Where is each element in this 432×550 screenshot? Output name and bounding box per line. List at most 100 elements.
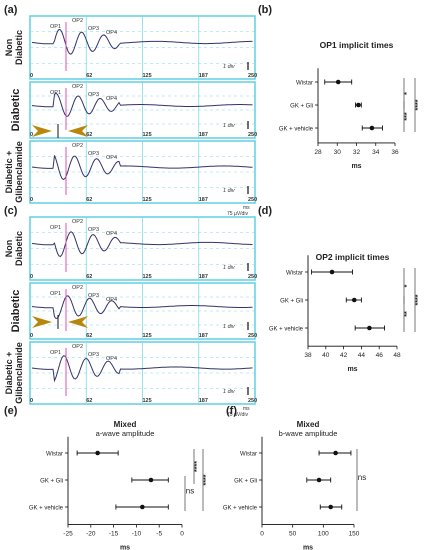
erg-x-tick: 62: [86, 274, 92, 280]
panel-label-f: (f): [226, 405, 237, 417]
arrow-left-icon: [68, 316, 88, 328]
erg-x-tick: 0: [30, 73, 33, 79]
significance-label: ****: [415, 294, 422, 305]
erg-x-tick: 62: [86, 132, 92, 138]
peak-label-op1: OP1: [50, 350, 61, 356]
erg-x-tick: 125: [143, 197, 152, 203]
significance-label: ns: [358, 473, 366, 482]
erg-x-tick: 187: [199, 274, 208, 280]
data-point: [148, 477, 154, 483]
data-point: [316, 477, 322, 483]
x-tick-label: 34: [372, 149, 380, 156]
erg-x-tick: 250: [248, 333, 257, 339]
peak-label-op1: OP1: [50, 225, 61, 231]
erg-units-uv: 75 µV/div: [227, 211, 248, 217]
category-label: GK + Gli: [280, 299, 303, 305]
row-label: Diabetic: [14, 231, 24, 266]
erg-panel: OP1 OP2 OP3 OP4 0 62 125 187 250 1 div Non Diabetic: [4, 15, 257, 80]
chart-title: OP2 implicit times: [316, 252, 390, 262]
x-axis-label: ms: [347, 366, 357, 373]
erg-units-ms: ms: [243, 406, 250, 412]
significance-label: *: [404, 92, 411, 95]
row-label: Diabetic: [14, 30, 24, 65]
significance-label: ***: [404, 112, 411, 120]
x-tick-label: 0: [260, 531, 264, 538]
x-tick-label: 42: [340, 352, 348, 359]
peak-label-op4: OP4: [106, 231, 117, 237]
x-tick-label: 38: [304, 352, 312, 359]
peak-label-op2: OP2: [72, 143, 83, 149]
significance-label: ****: [203, 474, 210, 485]
x-tick-label: 28: [314, 149, 322, 156]
x-axis-label: ms: [303, 545, 313, 550]
x-tick-label: 30: [334, 149, 342, 156]
peak-label-op4: OP4: [106, 30, 117, 36]
data-point: [335, 79, 341, 85]
data-point: [329, 269, 335, 275]
x-tick-label: -10: [132, 531, 142, 538]
arrow-right-icon: [32, 316, 52, 328]
erg-x-tick: 187: [199, 197, 208, 203]
data-point: [367, 325, 372, 331]
x-tick-label: 150: [349, 531, 360, 538]
erg-x-tick: 187: [199, 398, 208, 404]
peak-label-op1: OP1: [50, 90, 61, 96]
peak-label-op3: OP3: [88, 151, 99, 157]
peak-label-op1: OP1: [50, 24, 61, 30]
peak-label-op1: OP1: [50, 291, 61, 297]
x-tick-label: 32: [353, 149, 361, 156]
erg-x-tick: 62: [86, 333, 92, 339]
x-tick-label: 46: [376, 352, 384, 359]
erg-trace: [31, 155, 253, 181]
erg-scale-label: 1 div: [223, 64, 236, 70]
x-tick-label: 36: [391, 149, 399, 156]
chart-title: OP1 implicit times: [320, 40, 394, 50]
category-label: Wistar: [240, 452, 257, 458]
row-label: Diabetic: [10, 89, 22, 132]
peak-label-op4: OP4: [106, 155, 117, 161]
data-point: [328, 504, 333, 510]
peak-label-op2: OP2: [72, 219, 83, 225]
erg-scale-label: 1 div: [223, 265, 236, 271]
category-label: Wistar: [286, 271, 303, 277]
x-tick-label: 48: [393, 352, 401, 359]
erg-scale-label: 1 div: [223, 123, 236, 129]
erg-x-tick: 125: [143, 132, 152, 138]
erg-x-tick: 250: [248, 398, 257, 404]
row-label: Diabetic +: [4, 151, 14, 194]
data-point: [351, 297, 357, 303]
erg-panel: OP1 OP2 OP3 OP4 0 62 125 187 250 1 div Diabetic: [10, 282, 257, 340]
erg-x-tick: 250: [248, 197, 257, 203]
erg-x-tick: 250: [248, 73, 257, 79]
significance-label: ****: [194, 461, 201, 472]
data-point: [140, 504, 145, 510]
chart-d: OP2 implicit times 38 40 42 44 46 48 ms Wistar GK…: [269, 252, 422, 373]
erg-x-tick: 0: [30, 197, 33, 203]
x-tick-label: 44: [358, 352, 366, 359]
erg-scale-label: 1 div: [223, 324, 236, 330]
x-tick-label: -25: [63, 531, 73, 538]
peak-label-op2: OP2: [72, 344, 83, 350]
erg-x-tick: 125: [143, 73, 152, 79]
erg-panel: OP1 OP2 OP3 OP4 0 62 125 187 250 1 div Diabetic: [10, 81, 257, 139]
erg-x-tick: 62: [86, 398, 92, 404]
erg-trace: [31, 295, 253, 319]
panel-label-d: (d): [258, 205, 272, 217]
erg-x-tick: 125: [143, 274, 152, 280]
category-label: GK + vehicle: [279, 127, 314, 133]
peak-label-op3: OP3: [88, 227, 99, 233]
arrow-left-icon: [68, 125, 88, 137]
peak-label-op3: OP3: [88, 352, 99, 358]
x-tick-label: 50: [289, 531, 297, 538]
significance-label: **: [404, 311, 411, 317]
x-tick-label: 40: [322, 352, 330, 359]
peak-label-op4: OP4: [106, 356, 117, 362]
x-tick-label: 0: [180, 531, 184, 538]
erg-trace: [31, 355, 253, 383]
erg-x-tick: 187: [199, 333, 208, 339]
